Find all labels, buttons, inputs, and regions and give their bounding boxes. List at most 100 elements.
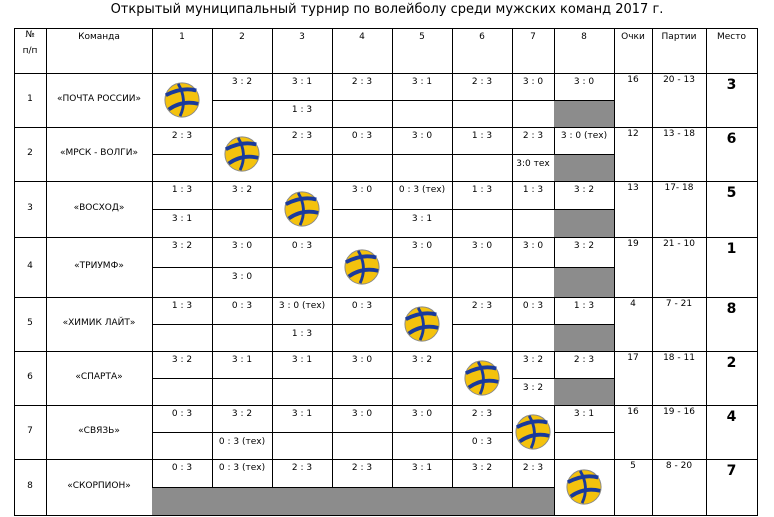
points-cell: 13	[614, 181, 653, 238]
cell-divider	[272, 378, 332, 379]
result-cell: 0 : 3 (тех)	[212, 459, 273, 516]
result-cell: 2 : 3	[512, 459, 555, 516]
score-top: 0 : 3	[171, 409, 193, 419]
points: 5	[630, 461, 636, 471]
score-top: 2 : 3	[522, 463, 544, 473]
score-bottom: 3 : 0	[231, 272, 253, 282]
place-cell: 5	[706, 181, 758, 238]
cell-divider	[554, 378, 614, 379]
row-num: 1	[27, 94, 33, 104]
sets: 17- 18	[664, 183, 694, 193]
result-cell: 3 : 1	[272, 351, 333, 406]
header-cell: Очки	[614, 28, 653, 74]
row-num-cell: 3	[14, 181, 47, 238]
score-top: 3 : 1	[291, 77, 313, 87]
row-num-cell: 6	[14, 351, 47, 406]
sets: 7 - 21	[665, 299, 693, 309]
result-cell	[392, 297, 453, 352]
score-top: 3 : 1	[231, 355, 253, 365]
result-cell: 2 : 3 3:0 тех	[512, 127, 555, 182]
score-top: 3 : 2	[231, 185, 253, 195]
result-cell: 3 : 0 (тех) 1 : 3	[272, 297, 333, 352]
header-cell: 7	[512, 28, 555, 74]
result-cell: 3 : 1	[554, 405, 615, 460]
row-num-cell: 5	[14, 297, 47, 352]
result-cell: 0 : 3	[152, 459, 213, 516]
row-num: 6	[27, 372, 33, 382]
cell-divider	[392, 378, 452, 379]
result-cell: 3 : 0 3 : 0	[212, 237, 273, 298]
score-top: 2 : 3	[351, 77, 373, 87]
team-cell: «ПОЧТА РОССИИ»	[46, 73, 153, 128]
result-cell: 0 : 3	[272, 237, 333, 298]
result-cell: 0 : 3	[332, 127, 393, 182]
place: 1	[726, 241, 737, 257]
score-top: 3 : 0	[351, 185, 373, 195]
points: 12	[627, 129, 639, 139]
place: 7	[726, 463, 737, 479]
team-name: «СКОРПИОН»	[67, 481, 131, 491]
score-top: 3 : 2	[573, 185, 595, 195]
result-cell: 3 : 0	[392, 237, 453, 298]
score-top: 3 : 1	[291, 409, 313, 419]
volleyball-icon	[344, 249, 380, 285]
sets-cell: 17- 18	[652, 181, 707, 238]
score-top: 1 : 3	[171, 185, 193, 195]
shaded-area	[554, 101, 614, 127]
cell-divider	[452, 324, 512, 325]
sets-cell: 21 - 10	[652, 237, 707, 298]
place-cell: 1	[706, 237, 758, 298]
score-top: 3 : 0	[231, 241, 253, 251]
place-cell: 2	[706, 351, 758, 406]
result-cell: 3 : 1 1 : 3	[272, 73, 333, 128]
sets: 13 - 18	[663, 129, 695, 139]
cell-divider	[512, 154, 554, 155]
points: 17	[627, 353, 639, 363]
cell-divider	[152, 209, 212, 210]
volleyball-icon	[515, 414, 551, 450]
points-cell: 19	[614, 237, 653, 298]
team-cell: «СКОРПИОН»	[46, 459, 153, 516]
team-name: «ТРИУМФ»	[74, 261, 124, 271]
result-cell: 3 : 0 (тех)	[554, 127, 615, 182]
score-top: 2 : 3	[291, 131, 313, 141]
cell-divider	[554, 324, 614, 325]
score-top: 3 : 0	[411, 409, 433, 419]
result-cell: 3 : 2	[152, 237, 213, 298]
cell-divider	[392, 100, 452, 101]
place-cell: 6	[706, 127, 758, 182]
score-top: 3 : 2	[231, 409, 253, 419]
score-top: 3 : 0	[351, 355, 373, 365]
place: 4	[726, 409, 737, 425]
score-top: 3 : 0 (тех)	[278, 301, 326, 311]
result-cell	[212, 127, 273, 182]
result-cell: 2 : 3 0 : 3	[452, 405, 513, 460]
score-top: 2 : 3	[471, 77, 493, 87]
team-cell: «МРСК - ВОЛГИ»	[46, 127, 153, 182]
cell-divider	[272, 267, 332, 268]
score-top: 3 : 2	[171, 355, 193, 365]
points: 16	[627, 407, 639, 417]
shaded-area	[152, 488, 212, 515]
shaded-area	[272, 488, 332, 515]
cell-divider	[212, 267, 272, 268]
result-cell: 0 : 3 (тех) 3 : 1	[392, 181, 453, 238]
header-game: 3	[299, 32, 305, 42]
points: 4	[630, 299, 636, 309]
score-top: 3 : 1	[291, 355, 313, 365]
cell-divider	[212, 324, 272, 325]
place: 5	[726, 185, 737, 201]
header-cell: № п/п	[14, 28, 47, 74]
cell-divider	[152, 267, 212, 268]
score-top: 1 : 3	[471, 185, 493, 195]
score-top: 2 : 3	[471, 409, 493, 419]
row-num: 5	[27, 318, 33, 328]
result-cell: 0 : 3	[512, 297, 555, 352]
points-cell: 17	[614, 351, 653, 406]
score-bottom: 0 : 3	[471, 437, 493, 447]
sets-cell: 8 - 20	[652, 459, 707, 516]
result-cell: 2 : 3	[452, 73, 513, 128]
result-cell: 3 : 0	[332, 181, 393, 238]
team-cell: «СПАРТА»	[46, 351, 153, 406]
